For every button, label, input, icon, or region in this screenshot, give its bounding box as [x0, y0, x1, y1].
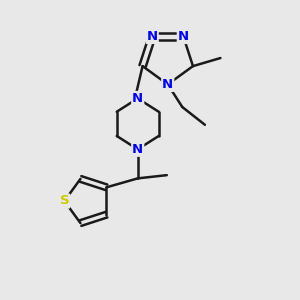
- Text: S: S: [60, 194, 69, 208]
- Text: N: N: [162, 78, 173, 91]
- Text: N: N: [147, 30, 158, 43]
- Text: N: N: [132, 92, 143, 105]
- Text: N: N: [132, 143, 143, 156]
- Text: N: N: [178, 30, 189, 43]
